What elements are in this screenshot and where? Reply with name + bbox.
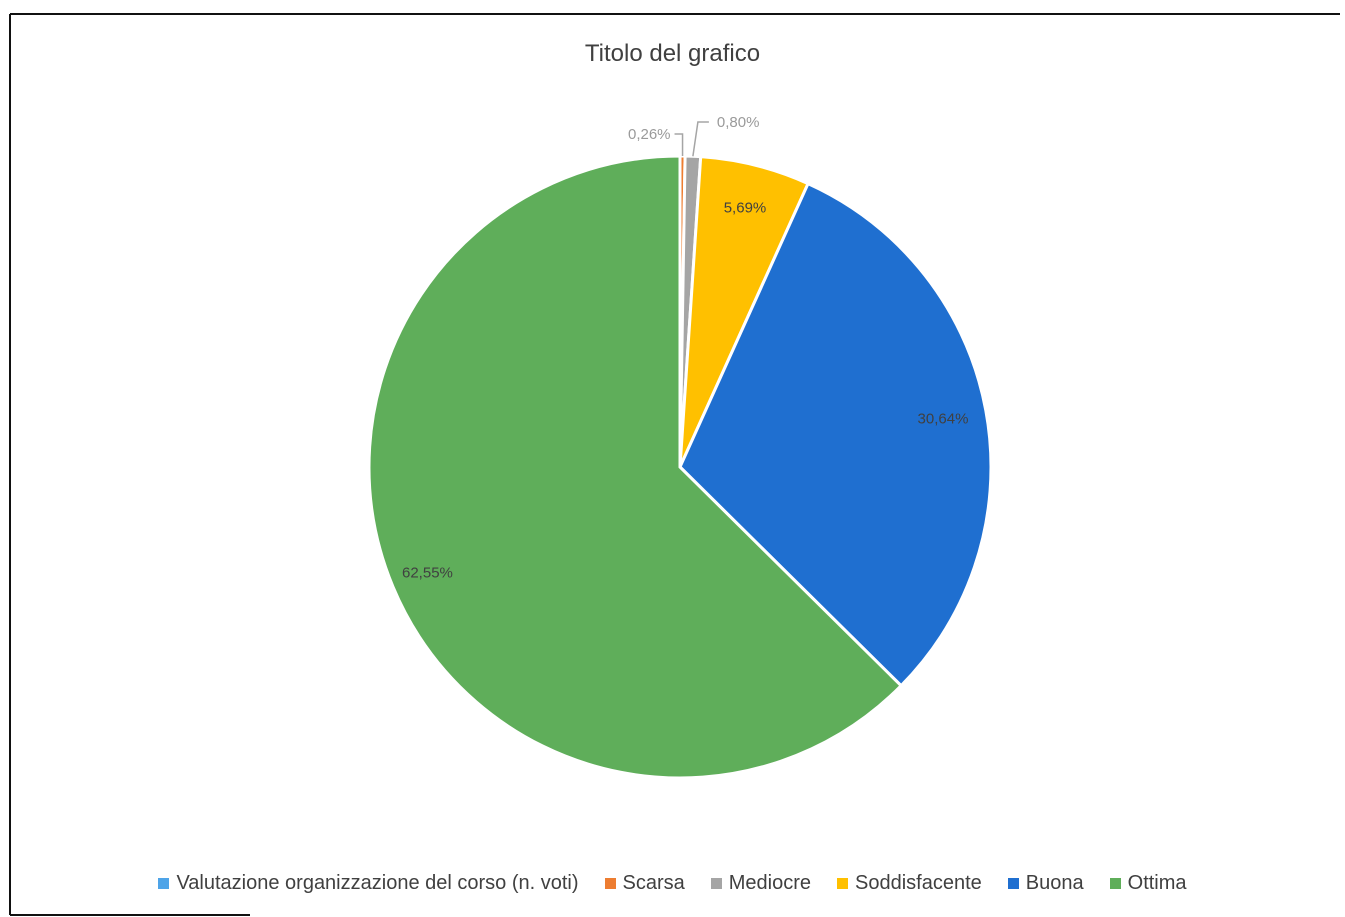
legend-label: Ottima bbox=[1127, 872, 1187, 894]
data-label-scarsa: 0,26% bbox=[628, 126, 671, 143]
legend-label: Buona bbox=[1025, 872, 1084, 894]
legend-item-mediocre: Mediocre bbox=[710, 872, 812, 895]
data-label-buona: 30,64% bbox=[918, 410, 969, 427]
legend-item-valutazione-organizzazione-del-corso-n-voti-: Valutazione organizzazione del corso (n.… bbox=[158, 872, 579, 895]
data-label-soddisfacente: 5,69% bbox=[724, 200, 767, 217]
legend-item-soddisfacente: Soddisfacente bbox=[837, 872, 982, 895]
pie-slice-buona bbox=[678, 181, 993, 688]
data-label-ottima: 62,55% bbox=[402, 564, 453, 581]
legend-swatch bbox=[1007, 878, 1019, 889]
legend-label: Soddisfacente bbox=[855, 872, 982, 894]
legend-swatch bbox=[604, 878, 616, 889]
data-label-mediocre: 0,80% bbox=[717, 114, 760, 131]
legend-swatch bbox=[837, 878, 849, 889]
leader-line-mediocre bbox=[692, 121, 709, 157]
legend-item-buona: Buona bbox=[1007, 872, 1084, 895]
leader-line-scarsa bbox=[674, 133, 684, 157]
legend-item-scarsa: Scarsa bbox=[604, 872, 685, 895]
legend-swatch bbox=[158, 878, 170, 889]
legend-swatch bbox=[1109, 878, 1121, 889]
legend-swatch bbox=[710, 878, 722, 889]
legend-label: Valutazione organizzazione del corso (n.… bbox=[176, 872, 579, 894]
legend-item-ottima: Ottima bbox=[1109, 872, 1187, 895]
chart-legend: Valutazione organizzazione del corso (n.… bbox=[0, 872, 1345, 895]
pie-slice-ottima bbox=[367, 154, 904, 780]
legend-label: Mediocre bbox=[728, 872, 812, 894]
legend-label: Scarsa bbox=[622, 872, 685, 894]
chart-title: Titolo del grafico bbox=[584, 40, 761, 67]
